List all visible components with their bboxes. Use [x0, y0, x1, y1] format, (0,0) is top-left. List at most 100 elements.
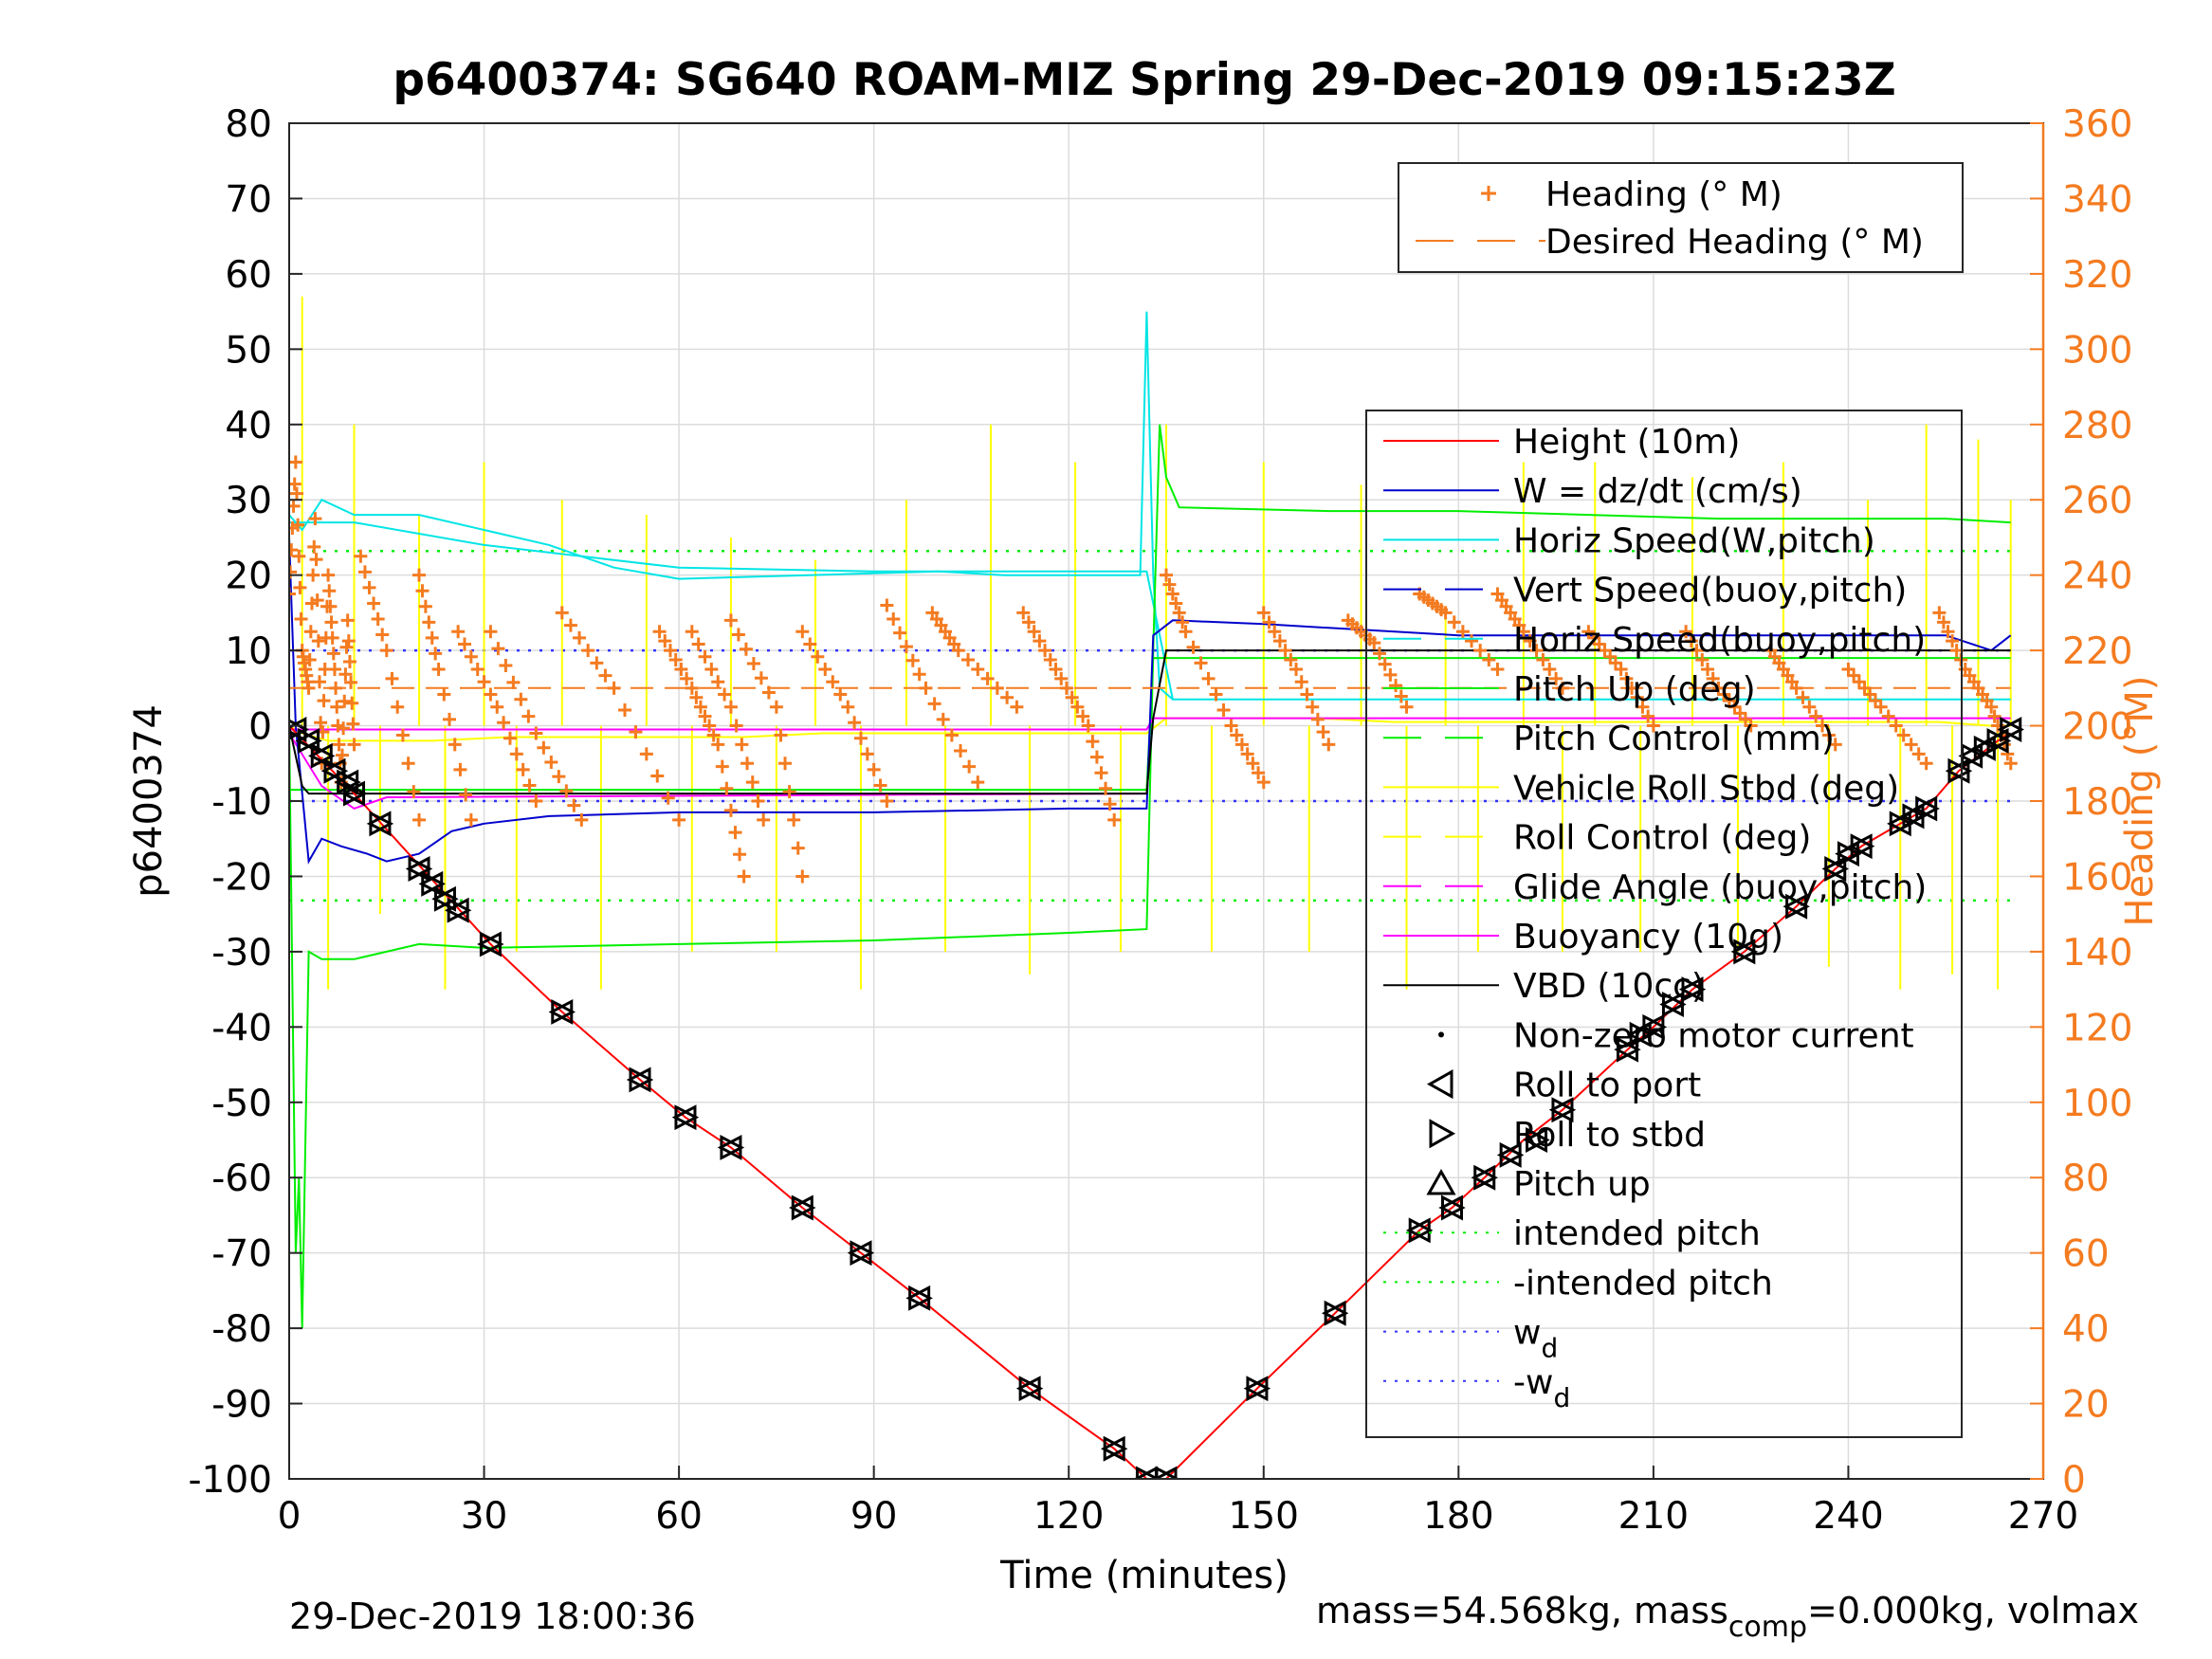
heading-marker — [1389, 679, 1403, 693]
heading-marker — [1081, 719, 1095, 733]
heading-marker — [321, 568, 336, 582]
heading-marker — [1186, 640, 1200, 654]
y-tick-label: -30 — [211, 932, 272, 975]
heading-marker — [302, 681, 316, 695]
y-tick-label: -10 — [211, 781, 272, 824]
y-tick-label: 40 — [225, 405, 272, 447]
heading-marker — [1473, 644, 1488, 658]
roll-to-stbd-marker — [298, 727, 322, 754]
heading-marker — [680, 671, 694, 685]
heading-marker — [1194, 656, 1208, 670]
heading-marker — [529, 726, 543, 740]
y-tick-label: 20 — [225, 556, 272, 598]
roll-to-stbd-marker — [1155, 1466, 1180, 1479]
roll-to-stbd-marker — [720, 1134, 745, 1160]
horiz-speed-w-pitch-line — [289, 311, 1174, 701]
roll-to-stbd-marker — [1824, 856, 1849, 882]
heading-marker — [1246, 757, 1260, 771]
legend-main-label: Height (10m) — [1513, 423, 1740, 462]
legend-main-label-text: Roll Control (deg) — [1513, 819, 1811, 858]
heading-marker — [718, 687, 732, 702]
legend-heading-label: Desired Heading (° M) — [1545, 223, 1924, 262]
legend-main-label-text: w — [1513, 1314, 1541, 1353]
heading-marker — [470, 662, 484, 676]
heading-marker — [529, 794, 543, 808]
heading-marker — [418, 599, 432, 613]
heading-marker — [1383, 667, 1398, 682]
roll-to-stbd-marker — [1986, 727, 2012, 754]
heading-marker — [919, 681, 933, 695]
heading-marker — [1272, 634, 1287, 648]
y-right-tick-label: 100 — [2062, 1083, 2132, 1125]
heading-marker — [1086, 735, 1100, 749]
heading-marker — [412, 812, 427, 827]
legend-main-label: Horiz Speed(W,pitch) — [1513, 521, 1875, 560]
heading-marker — [1016, 606, 1031, 620]
heading-marker — [860, 747, 874, 761]
heading-marker — [1490, 662, 1505, 676]
heading-marker — [338, 667, 353, 682]
heading-marker — [733, 848, 747, 862]
x-tick-label: 30 — [461, 1495, 508, 1538]
heading-marker — [1809, 709, 1823, 723]
heading-marker — [693, 700, 707, 714]
heading-marker — [1252, 766, 1266, 780]
y-tick-label: -90 — [211, 1384, 272, 1427]
legend-main-label: Glide Angle (buoy,pitch) — [1513, 868, 1927, 907]
heading-marker — [1021, 615, 1035, 629]
heading-marker — [289, 587, 296, 601]
heading-marker — [731, 628, 745, 642]
heading-marker — [1482, 653, 1496, 667]
heading-marker — [1165, 587, 1179, 601]
heading-marker — [1394, 689, 1408, 703]
heading-marker — [698, 649, 712, 664]
heading-marker — [1932, 606, 1947, 620]
legend-main-label: Pitch Up (deg) — [1513, 670, 1756, 709]
heading-marker — [1549, 671, 1563, 685]
legend-main: Height (10m) W = dz/dt (cm/s) Horiz Speed(… — [1365, 410, 1963, 1438]
legend-main-label-text: Roll to stbd — [1513, 1116, 1706, 1155]
heading-marker — [795, 625, 810, 639]
heading-marker — [324, 615, 338, 629]
heading-marker — [509, 747, 523, 761]
heading-marker — [803, 637, 817, 651]
y-right-tick-label: 240 — [2062, 556, 2132, 598]
heading-marker — [1000, 690, 1015, 704]
roll-to-stbd-marker — [1408, 1217, 1434, 1244]
x-tick-label: 120 — [1033, 1495, 1104, 1538]
heading-marker — [2003, 757, 2018, 771]
heading-marker — [745, 775, 759, 790]
y-tick-label: 70 — [225, 178, 272, 221]
legend-main-label-text: Pitch up — [1513, 1165, 1651, 1204]
roll-to-stbd-marker — [629, 1066, 654, 1093]
heading-marker — [607, 681, 621, 695]
heading-marker — [1089, 750, 1104, 764]
heading-marker — [1889, 719, 1903, 733]
x-tick-label: 150 — [1229, 1495, 1299, 1538]
heading-marker — [887, 612, 901, 627]
heading-marker — [346, 717, 360, 731]
legend-main-label: VBD (10cc) — [1513, 967, 1705, 1006]
roll-to-stbd-marker — [1629, 1021, 1654, 1048]
heading-marker — [464, 649, 478, 664]
heading-marker — [1946, 634, 1960, 648]
heading-marker — [327, 662, 341, 676]
heading-marker — [728, 826, 742, 840]
heading-marker — [1378, 657, 1392, 671]
pitch-up-deg-line — [289, 424, 2011, 1329]
heading-marker — [1447, 615, 1461, 629]
roll-to-stbd-marker — [433, 885, 459, 912]
heading-marker — [826, 675, 840, 689]
heading-marker — [703, 719, 717, 733]
x-axis: 0 30 60 90 120 150 180 210 240 270 — [278, 1466, 2078, 1538]
heading-marker — [1049, 662, 1063, 676]
heading-marker — [477, 675, 491, 689]
heading-marker — [1555, 681, 1569, 695]
heading-marker — [927, 697, 941, 711]
heading-marker — [1911, 747, 1926, 761]
y-tick-label: 80 — [225, 103, 272, 146]
y-right-tick-label: 40 — [2062, 1308, 2110, 1351]
x-tick-label: 0 — [278, 1495, 302, 1538]
heading-marker — [1399, 700, 1414, 714]
roll-to-stbd-marker — [2000, 717, 2024, 743]
